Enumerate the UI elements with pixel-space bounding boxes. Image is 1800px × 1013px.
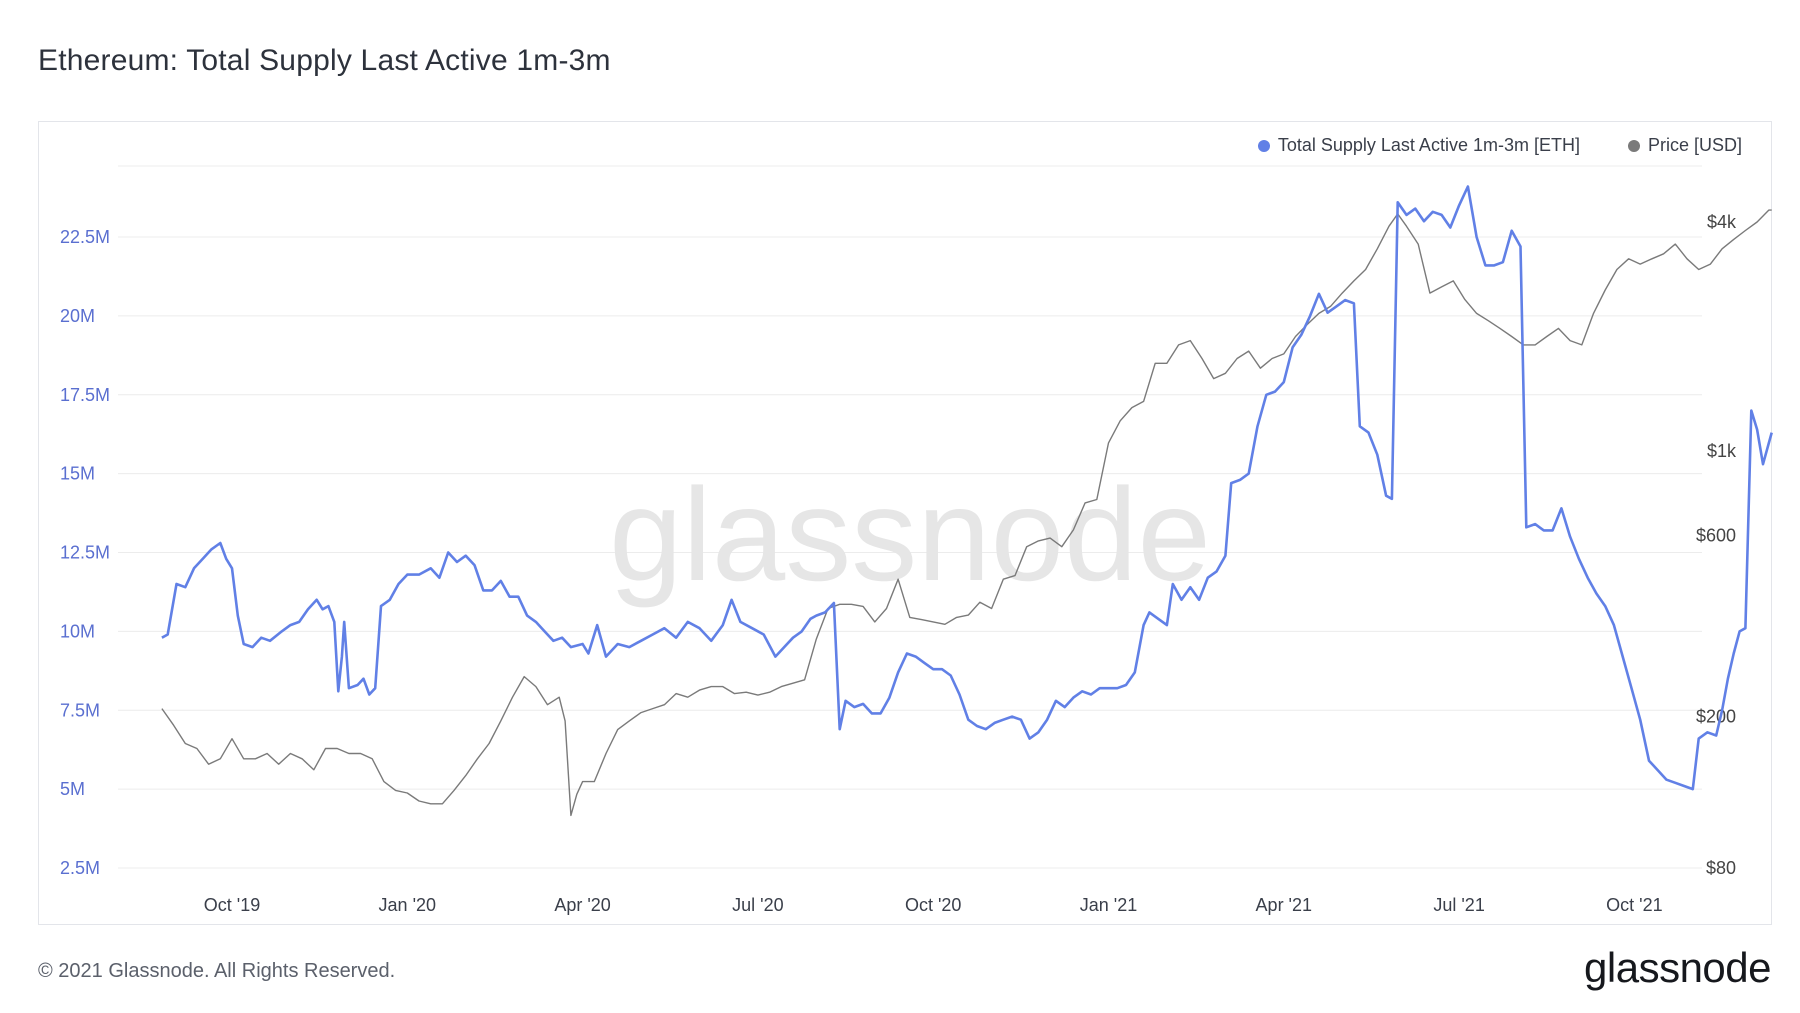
legend-dot-price <box>1627 139 1640 152</box>
y-right-tick-label: $4k <box>1707 212 1737 232</box>
y-left-tick-label: 20M <box>60 306 95 326</box>
y-right-tick-label: $200 <box>1696 707 1736 727</box>
legend-label-supply: Total Supply Last Active 1m-3m [ETH] <box>1277 135 1580 155</box>
y-left-tick-label: 15M <box>60 464 95 484</box>
y-left-tick-label: 12.5M <box>60 543 110 563</box>
x-tick-label: Oct '21 <box>1606 895 1662 915</box>
y-left-tick-label: 22.5M <box>60 227 110 247</box>
y-right-tick-label: $80 <box>1706 858 1736 878</box>
y-left-tick-label: 5M <box>60 779 85 799</box>
watermark-text: glassnode <box>609 461 1211 608</box>
legend-item-price[interactable]: Price [USD] <box>1627 135 1742 156</box>
x-tick-label: Oct '20 <box>905 895 961 915</box>
x-tick-label: Apr '20 <box>554 895 610 915</box>
page-title: Ethereum: Total Supply Last Active 1m-3m <box>38 44 611 77</box>
legend-label-price: Price [USD] <box>1647 135 1742 155</box>
x-tick-label: Jan '21 <box>1080 895 1137 915</box>
legend-item-supply[interactable]: Total Supply Last Active 1m-3m [ETH] <box>1257 135 1580 156</box>
x-tick-label: Jul '20 <box>732 895 783 915</box>
copyright-text: © 2021 Glassnode. All Rights Reserved. <box>38 960 396 982</box>
series-line-supply <box>161 185 1773 791</box>
chart-legend: Total Supply Last Active 1m-3m [ETH] Pri… <box>1257 135 1742 156</box>
series-line-price <box>161 209 1772 817</box>
y-right-tick-label: $600 <box>1696 525 1736 545</box>
y-left-tick-label: 10M <box>60 621 95 641</box>
x-tick-label: Apr '21 <box>1256 895 1312 915</box>
x-tick-label: Jan '20 <box>379 895 436 915</box>
y-right-tick-label: $1k <box>1707 441 1737 461</box>
y-left-tick-label: 2.5M <box>60 858 100 878</box>
legend-dot-supply <box>1257 139 1270 152</box>
x-tick-label: Oct '19 <box>204 895 260 915</box>
glassnode-logo[interactable]: glassnode <box>1584 944 1771 991</box>
y-left-tick-label: 17.5M <box>60 385 110 405</box>
y-left-tick-label: 7.5M <box>60 700 100 720</box>
x-tick-label: Jul '21 <box>1433 895 1484 915</box>
